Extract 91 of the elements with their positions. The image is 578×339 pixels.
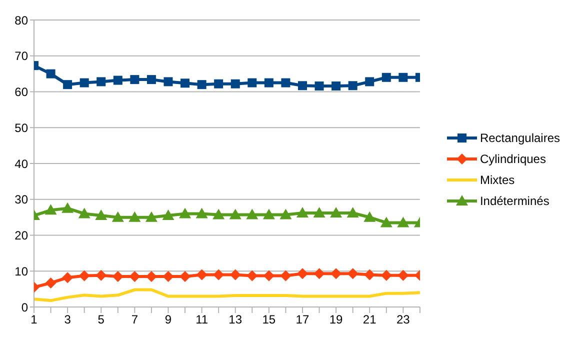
point (296, 207, 308, 218)
point (347, 268, 358, 280)
point (280, 208, 292, 220)
point (113, 76, 122, 85)
point (365, 77, 374, 86)
point (348, 81, 358, 90)
point (264, 78, 274, 88)
point (298, 81, 307, 90)
y-tick-label: 20 (14, 228, 28, 243)
point (212, 208, 225, 220)
point (62, 272, 74, 284)
point (398, 270, 409, 281)
y-tick-label: 60 (14, 85, 28, 100)
point (281, 78, 290, 88)
y-tick-label: 10 (14, 264, 28, 278)
x-tick-label: 7 (131, 312, 138, 327)
point (330, 207, 342, 218)
x-tick-label: 13 (228, 312, 242, 327)
x-tick-label: 15 (262, 312, 276, 327)
point (78, 270, 90, 282)
point (382, 72, 391, 82)
point (380, 216, 392, 228)
point (330, 268, 342, 280)
y-tick-label: 30 (14, 192, 28, 207)
y-tick-label: 0 (21, 300, 28, 314)
line-series (34, 288, 420, 302)
x-tick-label: 5 (98, 312, 105, 327)
point (44, 204, 57, 215)
x-tick-label: 1 (30, 312, 38, 327)
point (262, 208, 275, 220)
point (398, 72, 408, 82)
point (80, 78, 89, 88)
point (332, 82, 341, 91)
point (214, 79, 224, 88)
point (78, 208, 90, 218)
point (280, 270, 292, 282)
x-tick-label: 9 (164, 312, 172, 327)
point (164, 77, 173, 86)
point (112, 211, 124, 222)
y-tick-label: 40 (14, 156, 28, 171)
y-tick-label: 80 (14, 13, 28, 28)
point (346, 207, 359, 218)
point (213, 269, 224, 280)
point (162, 271, 174, 282)
point (364, 269, 376, 280)
point (230, 269, 241, 280)
x-tick-label: 21 (362, 312, 377, 327)
x-tick-label: 23 (396, 312, 410, 327)
point (296, 268, 308, 280)
point (95, 210, 108, 220)
point (314, 82, 324, 91)
point (45, 277, 56, 288)
point (46, 69, 56, 78)
point (248, 78, 257, 88)
point (62, 202, 74, 213)
point (313, 207, 326, 218)
point (162, 210, 174, 220)
y-tick-label: 50 (14, 120, 28, 135)
x-tick-label: 3 (64, 312, 72, 327)
point (96, 270, 107, 281)
point (246, 270, 258, 282)
point (63, 80, 72, 90)
point (145, 211, 158, 222)
point (112, 271, 124, 282)
x-tick-label: 11 (196, 312, 208, 327)
point (364, 211, 376, 222)
point (146, 75, 156, 84)
point (263, 270, 274, 282)
point (96, 77, 106, 86)
point (230, 79, 240, 88)
y-tick-label: 70 (14, 49, 28, 64)
legend-label: Mixtes (480, 173, 515, 187)
point (180, 271, 191, 282)
point (397, 216, 410, 228)
point (130, 75, 140, 84)
point (314, 268, 325, 280)
point (197, 80, 206, 90)
point (179, 208, 192, 218)
point (196, 269, 208, 280)
point (180, 78, 190, 88)
point (229, 208, 242, 220)
legend-label: Indéterminés (480, 194, 550, 208)
point (128, 211, 141, 222)
x-tick-label: 19 (329, 312, 344, 327)
point (380, 270, 392, 281)
point (129, 271, 140, 282)
point (196, 208, 208, 218)
legend-label: Rectangulaires (480, 131, 560, 145)
x-tick-label: 17 (296, 312, 310, 327)
point (246, 208, 258, 220)
legend-label: Cylindriques (480, 152, 546, 166)
